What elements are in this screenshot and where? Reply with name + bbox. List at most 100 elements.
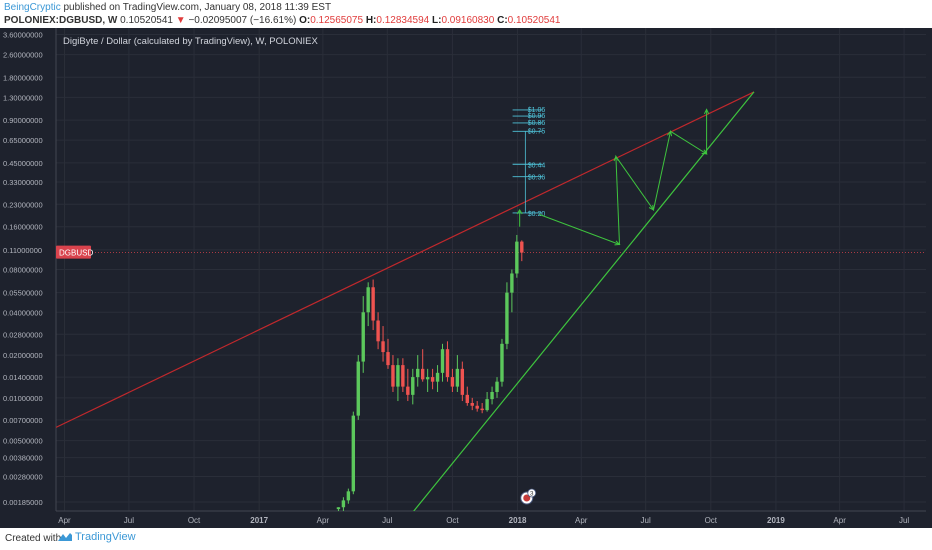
price-label-text: DGBUSD <box>59 249 93 258</box>
x-tick-label: Apr <box>575 516 588 525</box>
candle-up <box>515 241 519 274</box>
candle-down <box>371 287 375 321</box>
y-tick-label: 0.02800000 <box>3 330 43 339</box>
candle-up <box>440 349 445 373</box>
candle-up <box>356 361 360 416</box>
y-tick-label: 0.45000000 <box>3 159 43 168</box>
x-tick-label: Apr <box>833 516 846 525</box>
candle-down <box>401 365 405 387</box>
event-flag-inner <box>523 494 531 502</box>
y-tick-label: 0.00500000 <box>3 437 43 446</box>
publish-info: published on TradingView.com, January 08… <box>63 2 332 13</box>
x-tick-label: Jul <box>382 516 392 525</box>
candle-up <box>341 500 346 508</box>
y-tick-label: 3.60000000 <box>3 31 43 40</box>
fib-level-label: $0.75 <box>528 128 546 135</box>
close-label: C: <box>497 15 508 26</box>
projection-arrowhead <box>667 130 673 137</box>
candle-up <box>495 381 499 392</box>
projection-arrowhead <box>701 149 708 155</box>
down-arrow-icon: ▼ <box>175 15 186 26</box>
y-tick-label: 0.04000000 <box>3 308 43 317</box>
publish-line: BeingCryptic published on TradingView.co… <box>4 2 331 13</box>
chart-header: BeingCryptic published on TradingView.co… <box>0 0 932 28</box>
y-tick-label: 0.00380000 <box>3 454 43 463</box>
projection-arrowhead <box>614 240 621 246</box>
y-tick-label: 0.23000000 <box>3 200 43 209</box>
fib-level-label: $0.96 <box>528 113 546 120</box>
candle-up <box>455 368 460 387</box>
x-tick-label: 2019 <box>767 516 785 525</box>
open-label: O: <box>299 15 311 26</box>
created-with-label: Created with <box>5 533 62 544</box>
arrow-up-head <box>516 208 523 215</box>
x-tick-label: Oct <box>705 516 718 525</box>
candle-up <box>361 312 365 362</box>
candle-up <box>411 377 415 395</box>
chart-background <box>0 28 932 528</box>
candle-down <box>420 368 425 380</box>
candle-down <box>470 403 474 406</box>
candle-down <box>520 241 524 253</box>
close-value: 0.10520541 <box>507 15 561 26</box>
tradingview-brand-link[interactable]: TradingView <box>58 531 136 543</box>
candle-up <box>500 343 504 382</box>
candle-up <box>490 391 494 400</box>
x-tick-label: 2018 <box>509 516 527 525</box>
footer: Created with TradingView <box>0 528 932 550</box>
y-tick-label: 0.00185000 <box>3 498 43 507</box>
x-tick-label: Apr <box>58 516 71 525</box>
candle-up <box>416 368 420 378</box>
tradingview-logo-icon <box>58 533 72 541</box>
candle-up <box>346 491 351 501</box>
event-count-badge <box>527 488 537 498</box>
fib-level-label: $0.44 <box>528 162 546 169</box>
candle-down <box>460 368 465 395</box>
chart-title: DigiByte / Dollar (calculated by Trading… <box>63 36 319 47</box>
candle-up <box>336 507 341 510</box>
projection-arrowhead <box>703 108 710 115</box>
low-label: L: <box>432 15 442 26</box>
candle-up <box>396 365 400 387</box>
x-tick-label: Oct <box>188 516 201 525</box>
last-price: 0.10520541 <box>120 15 173 26</box>
open-value: 0.12565075 <box>310 15 364 26</box>
y-tick-label: 0.00280000 <box>3 472 43 481</box>
y-tick-label: 0.08000000 <box>3 266 43 275</box>
y-tick-label: 1.30000000 <box>3 93 43 102</box>
x-tick-label: 2017 <box>250 516 268 525</box>
candle-up <box>435 372 440 382</box>
high-value: 0.12834594 <box>376 15 430 26</box>
author-link[interactable]: BeingCryptic <box>4 2 61 13</box>
candle-up <box>366 287 370 313</box>
price-change: −0.02095007 (−16.61%) <box>188 15 297 26</box>
y-tick-label: 0.90000000 <box>3 116 43 125</box>
x-tick-label: Jul <box>124 516 134 525</box>
candle-down <box>386 352 390 366</box>
y-tick-label: 0.11000000 <box>3 246 42 255</box>
candle-up <box>351 415 356 492</box>
y-tick-label: 0.65000000 <box>3 136 43 145</box>
price-label-box <box>56 245 91 259</box>
candle-down <box>445 349 450 378</box>
support-trendline <box>413 91 755 511</box>
x-tick-label: Jul <box>899 516 909 525</box>
projection-arrowhead <box>648 204 655 211</box>
price-chart[interactable]: 3.60000000 2.60000000 1.80000000 1.30000000… <box>0 28 932 528</box>
fib-level-label: $0.86 <box>528 120 546 127</box>
event-count-text: 3 <box>530 491 534 498</box>
y-tick-label: 0.00700000 <box>3 416 43 425</box>
y-tick-label: 0.01000000 <box>3 394 43 403</box>
x-tick-label: Apr <box>317 516 330 525</box>
y-tick-label: 0.02000000 <box>3 351 43 360</box>
y-tick-label: 0.33000000 <box>3 178 43 187</box>
candle-down <box>406 386 410 395</box>
candle-down <box>376 320 380 342</box>
candle-down <box>381 341 385 353</box>
candle-down <box>475 405 479 409</box>
tradingview-brand-text: TradingView <box>75 531 136 543</box>
candle-down <box>480 408 484 411</box>
y-tick-label: 0.16000000 <box>3 223 43 232</box>
ohlc-line: POLONIEX:DGBUSD, W 0.10520541 ▼ −0.02095… <box>4 15 561 26</box>
fib-level-label: $1.06 <box>528 107 546 114</box>
